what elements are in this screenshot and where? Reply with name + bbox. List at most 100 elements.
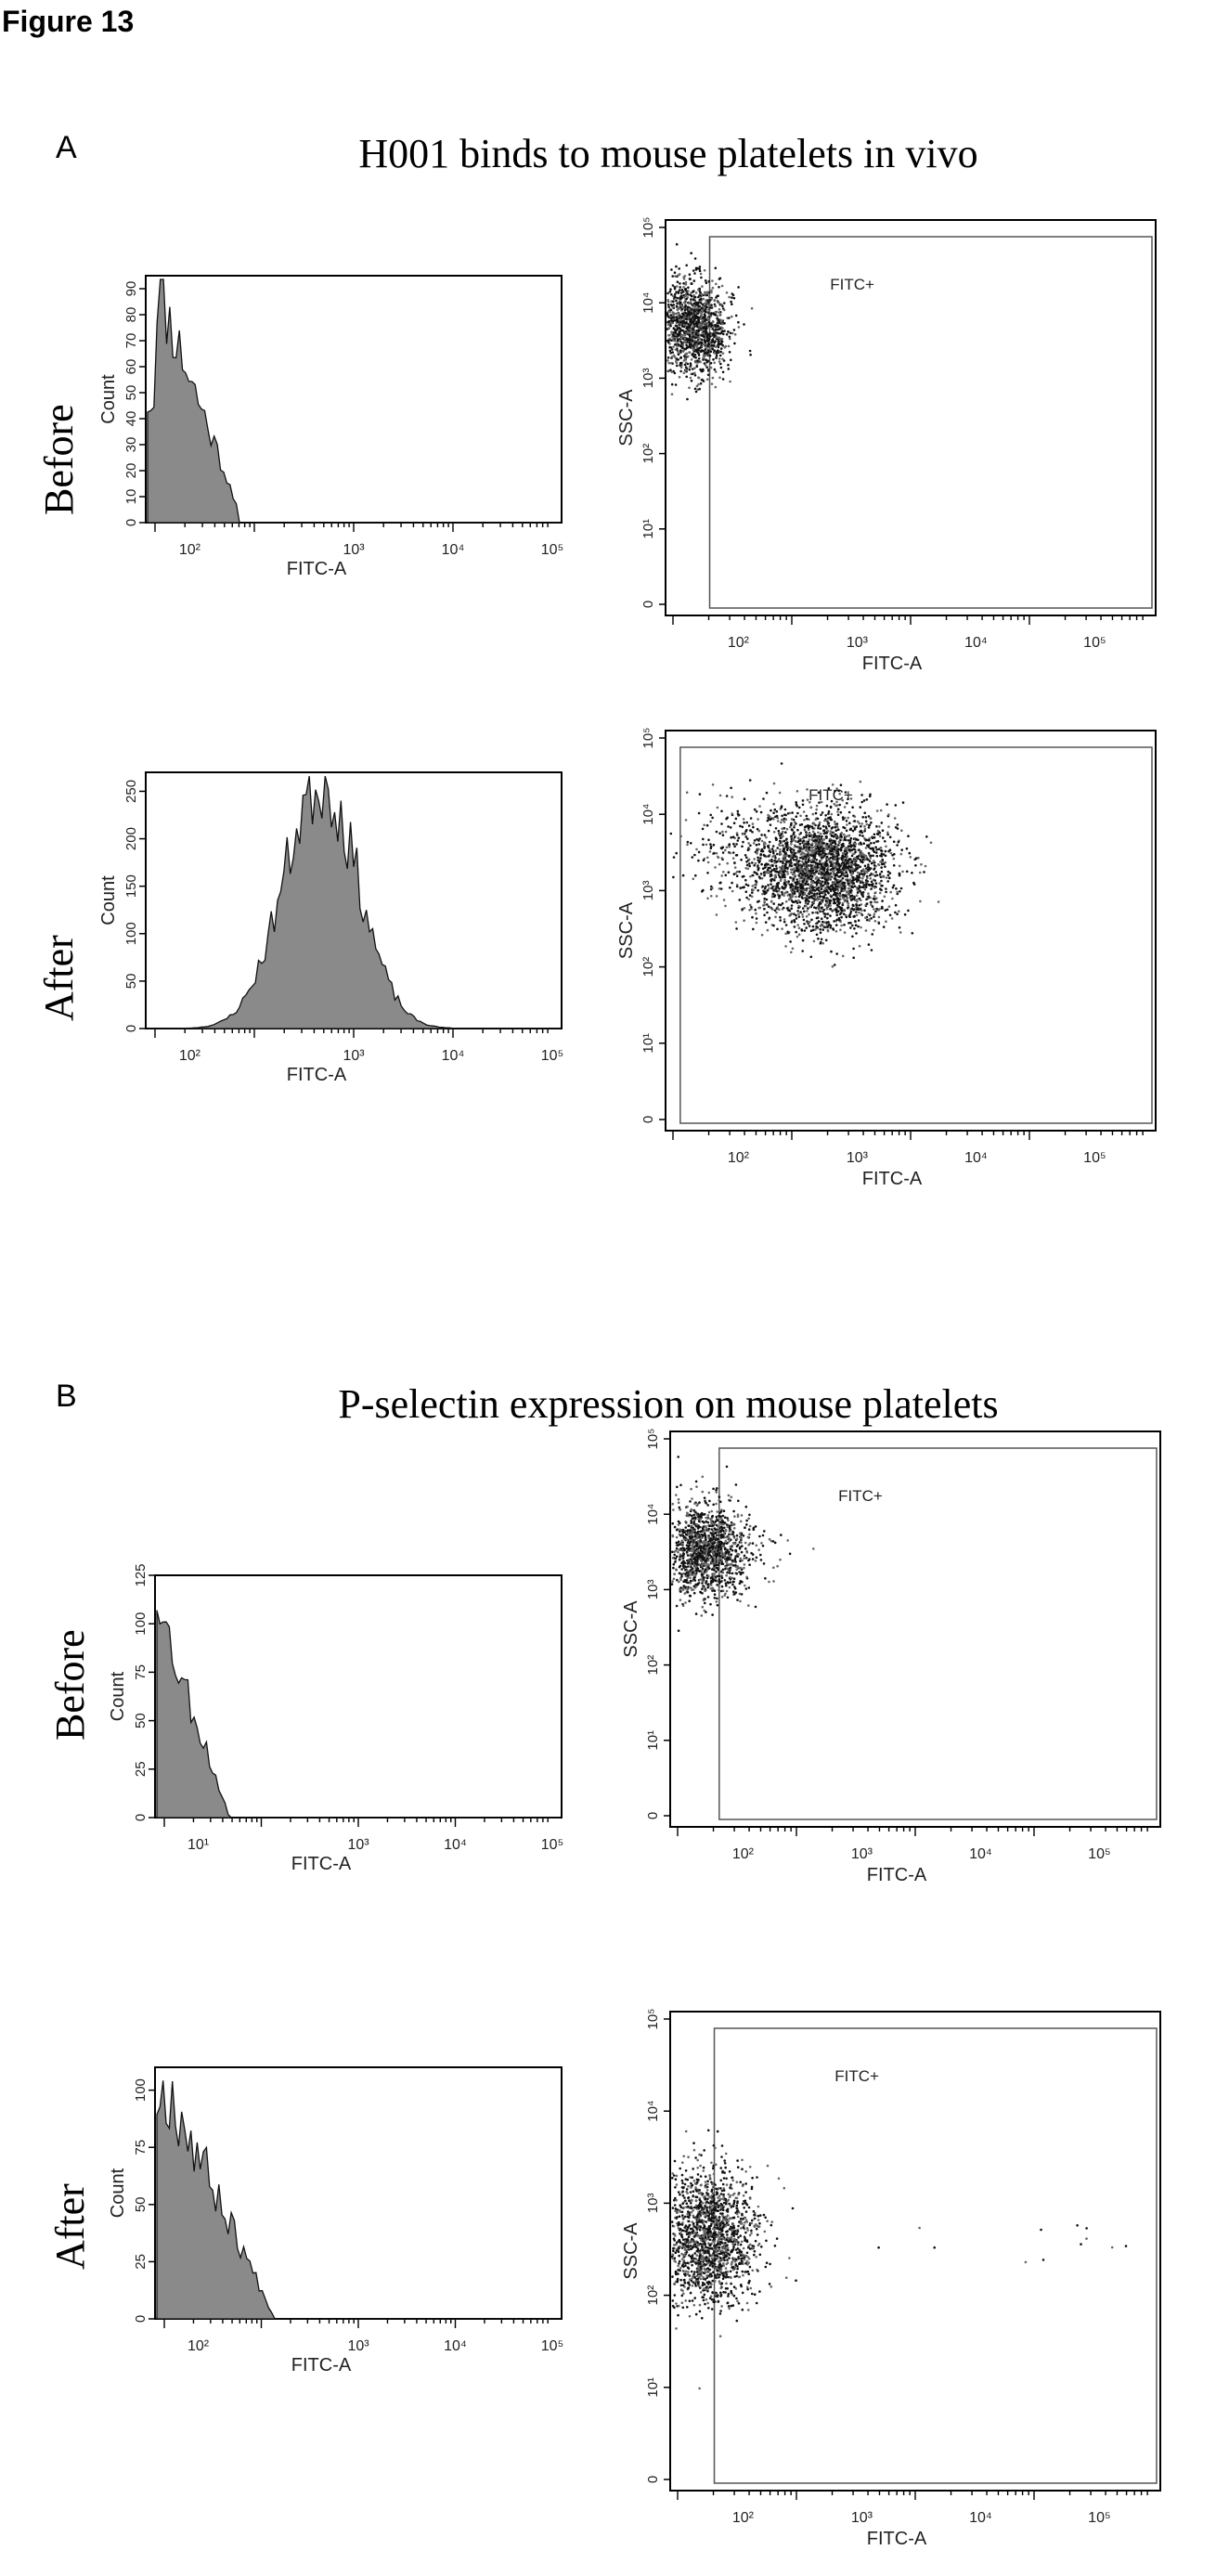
event-dot [832,873,835,875]
event-dot [784,932,787,936]
event-dot [855,911,858,913]
event-dot [783,808,787,811]
event-dot [781,908,784,911]
event-dot [790,868,793,871]
event-dot [837,789,840,793]
event-dot [798,847,801,849]
event-dot [783,839,786,843]
event-dot [759,873,763,875]
event-dot [755,843,758,847]
event-dot [833,920,835,923]
event-dot [814,818,818,822]
event-dot [690,282,693,285]
event-dot [687,322,690,326]
event-dot [778,866,782,869]
event-dot [767,855,770,858]
event-dot [740,1514,744,1517]
event-dot [791,828,794,832]
event-dot [820,853,822,856]
event-dot [814,835,817,837]
event-dot [749,353,752,356]
event-dot [901,801,905,804]
event-dot [808,818,810,822]
event-dot [816,916,820,919]
event-dot [678,332,681,335]
event-dot [780,806,783,809]
event-dot [718,794,722,797]
event-dot [827,845,831,848]
event-dot [721,370,725,374]
event-dot [743,822,745,824]
event-dot [668,333,671,337]
event-dot [838,891,842,895]
event-dot [719,847,723,849]
event-dot [833,861,836,865]
event-dot [835,952,838,955]
event-dot [717,345,720,349]
event-dot [778,887,781,890]
event-dot [692,291,694,293]
event-dot [708,348,712,351]
event-dot [873,868,875,871]
event-dot [752,842,756,845]
event-dot [669,319,673,322]
event-dot [795,815,798,818]
event-dot [679,1564,682,1568]
event-dot [837,840,841,844]
event-dot [835,837,838,840]
event-dot [806,920,809,923]
event-dot [799,853,802,856]
event-dot [743,1554,746,1558]
x-axis-label: FITC-A [862,654,923,674]
event-dot [747,898,750,901]
event-dot [907,909,910,913]
event-dot [837,878,840,882]
event-dot [700,378,704,382]
event-dot [796,811,799,815]
event-dot [864,886,868,888]
event-dot [802,810,806,813]
event-dot [676,280,679,283]
event-dot [797,899,800,902]
event-dot [679,304,683,307]
event-dot [796,836,800,839]
event-dot [867,913,870,916]
event-dot [821,920,824,924]
event-dot [834,789,836,793]
event-dot [721,357,724,361]
event-dot [850,868,854,872]
event-dot [772,851,775,855]
event-dot [695,329,699,332]
event-dot [824,863,828,866]
event-dot [790,840,793,843]
event-dot [796,886,799,889]
event-dot [728,351,731,354]
event-dot [807,840,810,844]
event-dot [792,887,796,889]
event-dot [672,856,676,859]
event-dot [804,872,807,875]
event-dot [741,845,744,848]
event-dot [847,839,850,842]
event-dot [860,893,863,896]
event-dot [784,813,787,817]
event-dot [675,336,678,340]
event-dot [724,904,727,908]
event-dot [781,827,783,830]
event-dot [672,1577,676,1581]
event-dot [811,928,815,932]
event-dot [706,333,710,337]
event-dot [778,897,781,900]
event-dot [702,837,705,841]
event-dot [835,824,838,827]
event-dot [719,347,723,350]
event-dot [826,913,830,915]
event-dot [703,321,705,325]
event-dot [725,1542,729,1545]
event-dot [840,915,843,919]
y-tick-label: 150 [123,874,139,898]
event-dot [826,916,829,920]
event-dot [701,309,704,312]
event-dot [715,354,718,357]
